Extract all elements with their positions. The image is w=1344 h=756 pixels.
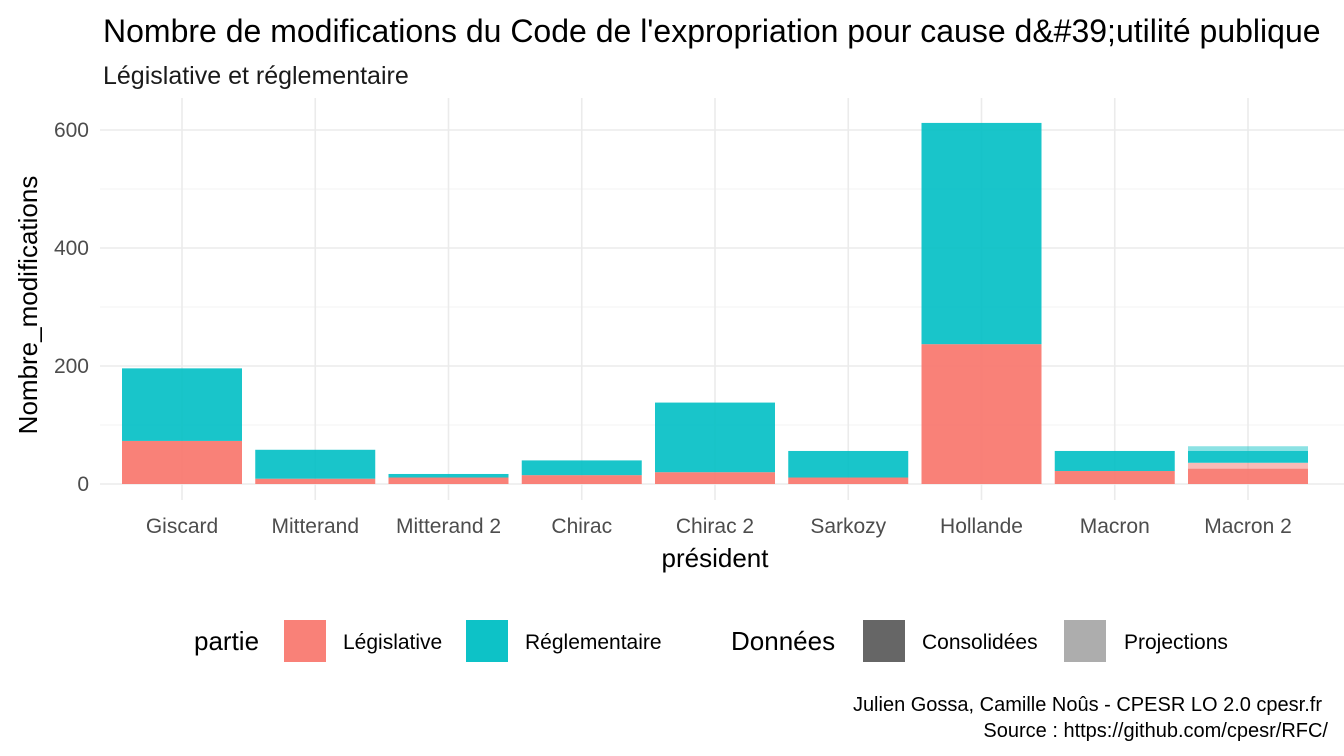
legend-key-reglementaire — [466, 620, 508, 662]
bar-reglementaire-consolidated — [788, 450, 909, 478]
x-tick-label: Sarkozy — [810, 515, 886, 538]
x-tick-label: Mitterand 2 — [396, 515, 501, 538]
bar-legislative-consolidated — [1054, 471, 1175, 484]
bar-legislative-consolidated — [1188, 468, 1308, 484]
bar-reglementaire-projection — [1188, 446, 1308, 451]
y-tick-label: 200 — [54, 355, 89, 378]
bar-legislative-consolidated — [521, 475, 642, 484]
legend-label-legislative: Législative — [343, 631, 442, 654]
bar-reglementaire-consolidated — [388, 473, 509, 478]
x-axis-title: président — [662, 543, 770, 573]
bar-reglementaire-consolidated — [1188, 450, 1308, 463]
legend-label-reglementaire: Réglementaire — [525, 631, 662, 654]
caption-line-1: Julien Gossa, Camille Noûs - CPESR LO 2.… — [853, 694, 1322, 716]
legend-key-consolidees — [863, 620, 905, 662]
x-tick-label: Chirac 2 — [676, 515, 754, 538]
caption-line-2: Source : https://github.com/cpesr/RFC/ — [983, 720, 1328, 742]
bar-legislative-consolidated — [655, 472, 775, 484]
x-tick-label: Macron 2 — [1204, 515, 1292, 538]
x-tick-label: Giscard — [146, 515, 218, 538]
bar-reglementaire-consolidated — [255, 449, 376, 479]
legend-key-legislative — [284, 620, 326, 662]
bar-legislative-consolidated — [388, 477, 509, 484]
bar-reglementaire-consolidated — [655, 402, 775, 473]
bar-legislative-consolidated — [122, 440, 242, 484]
bar-reglementaire-consolidated — [921, 122, 1042, 345]
legend: partie Législative Réglementaire Données Con… — [194, 620, 1228, 662]
y-tick-label: 600 — [54, 119, 89, 142]
bar-reglementaire-consolidated — [521, 460, 642, 476]
bar-legislative-consolidated — [921, 344, 1042, 484]
bar-reglementaire-consolidated — [122, 368, 242, 441]
plot-bars — [122, 122, 1308, 484]
x-axis-ticks: Giscard Mitterand Mitterand 2 Chirac Chirac … — [146, 515, 1292, 538]
bar-legislative-projection — [1188, 462, 1308, 469]
legend-key-projections — [1064, 620, 1106, 662]
y-tick-label: 0 — [77, 473, 89, 496]
x-tick-label: Chirac — [551, 515, 612, 538]
y-tick-label: 400 — [54, 237, 89, 260]
y-axis-ticks: 0 200 400 600 — [54, 119, 89, 496]
bar-legislative-consolidated — [255, 478, 376, 484]
legend-title-partie: partie — [194, 626, 259, 656]
chart-subtitle: Législative et réglementaire — [103, 62, 409, 90]
x-tick-label: Mitterand — [271, 515, 359, 538]
legend-title-donnees: Données — [731, 626, 835, 656]
bar-legislative-consolidated — [788, 477, 909, 484]
x-tick-label: Hollande — [940, 515, 1023, 538]
chart-title: Nombre de modifications du Code de l'exp… — [103, 13, 1321, 49]
legend-label-consolidees: Consolidées — [922, 631, 1038, 654]
bar-reglementaire-consolidated — [1054, 450, 1175, 472]
x-tick-label: Macron — [1080, 515, 1150, 538]
y-axis-title: Nombre_modifications — [13, 176, 43, 435]
legend-label-projections: Projections — [1124, 631, 1228, 654]
